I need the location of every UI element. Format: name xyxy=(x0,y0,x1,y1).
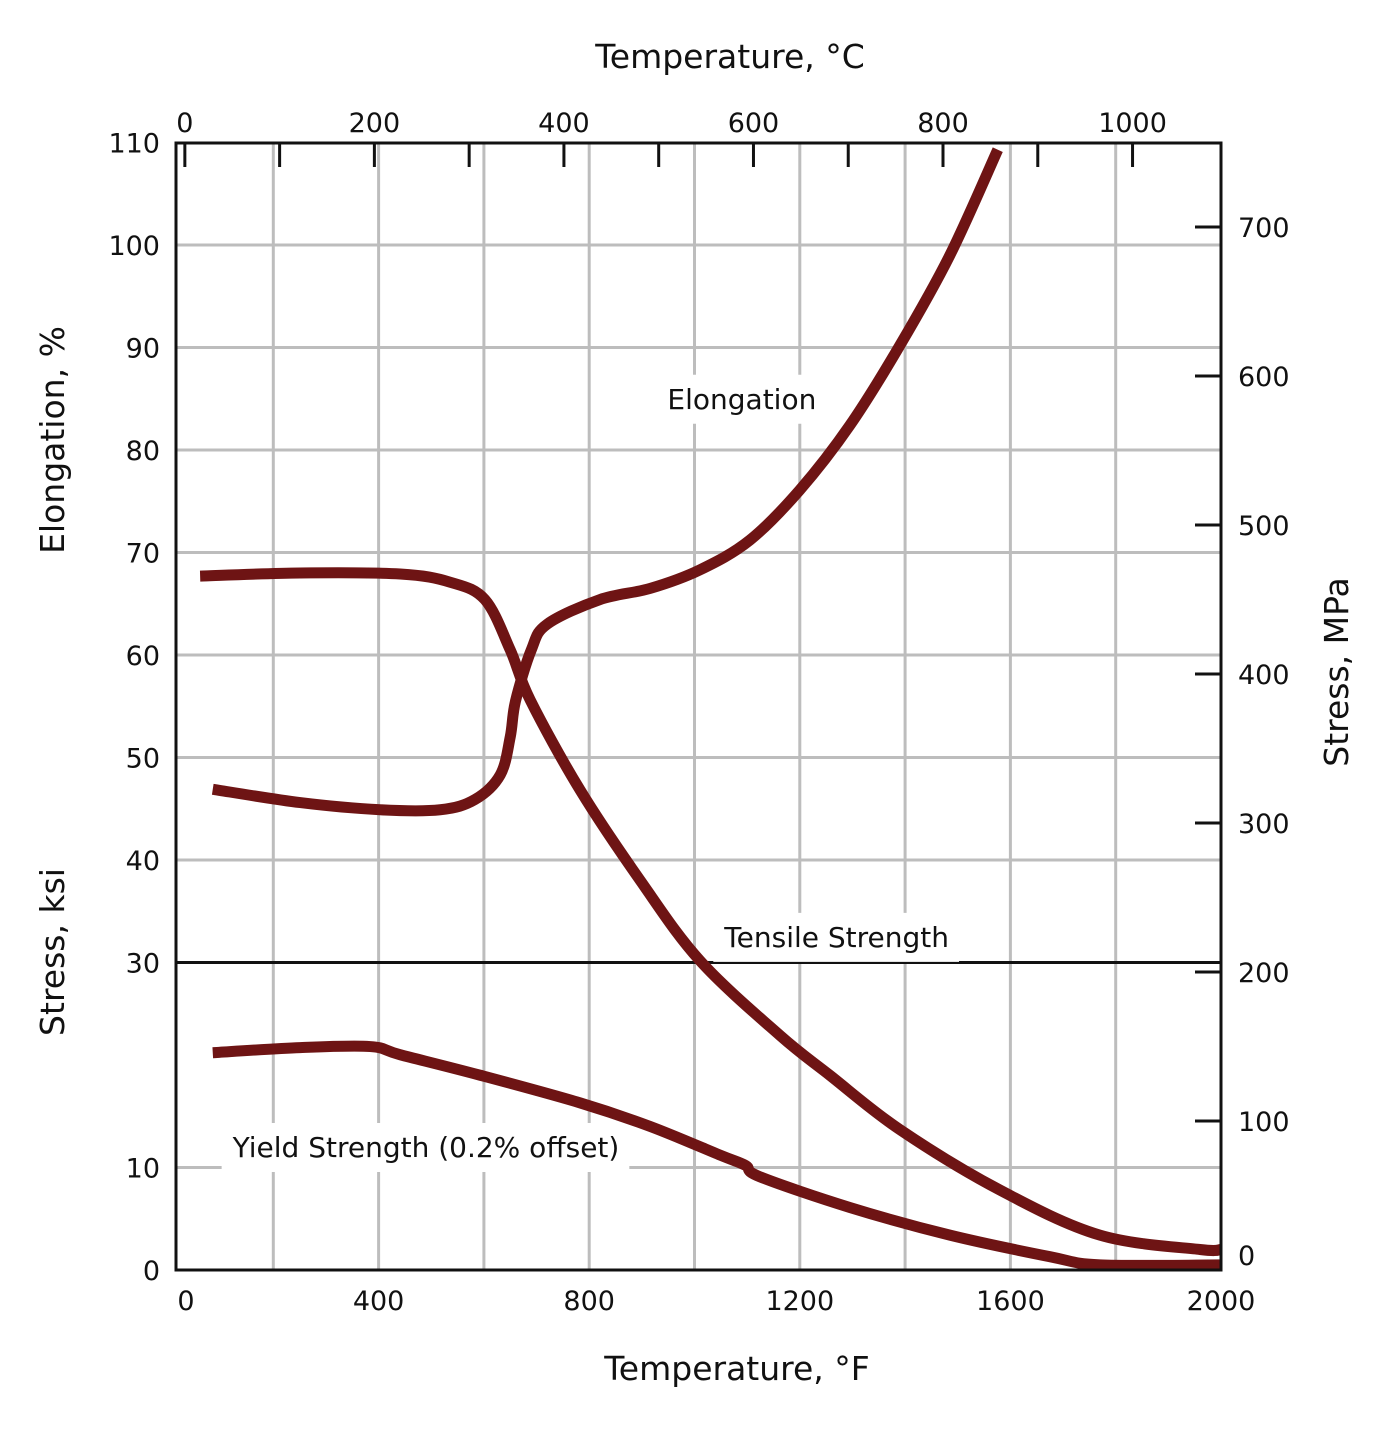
x-top-tick-label: 0 xyxy=(176,108,193,139)
y-right-tick-label: 600 xyxy=(1238,362,1290,393)
y-left-tick-label: 100 xyxy=(108,231,160,262)
x-top-tick-label: 400 xyxy=(538,108,590,139)
y-left-tick-label: 10 xyxy=(126,1154,160,1185)
series-label-background xyxy=(657,374,827,424)
x-top-title: Temperature, °C xyxy=(594,37,865,76)
y-left-tick-label: 70 xyxy=(126,539,160,570)
curves xyxy=(199,147,1222,1271)
plot-frame xyxy=(174,141,1223,1272)
series-line-yield xyxy=(212,1040,1222,1271)
x-bottom-title: Temperature, °F xyxy=(603,1349,870,1388)
y-left-title-lower: Stress, ksi xyxy=(33,868,72,1036)
y-right-tick-label: 0 xyxy=(1238,1241,1255,1272)
y-right-tick-label: 500 xyxy=(1238,511,1290,542)
y-left-tick-label: 50 xyxy=(126,744,160,775)
y-left-tick-label: 90 xyxy=(126,334,160,365)
series-label-background xyxy=(713,912,960,962)
series-labels: Elongation Tensile Strength Yield Strength… xyxy=(232,383,949,1164)
ticks: 0 10 30 40 50 60 70 80 90 100 110 0 400 800 1200 1600 20… xyxy=(108,108,1289,1317)
x-bottom-tick-label: 800 xyxy=(563,1286,615,1317)
y-right-tick-label: 300 xyxy=(1238,809,1290,840)
series-line-tensile xyxy=(199,567,1222,1257)
y-left-tick-label: 40 xyxy=(126,846,160,877)
x-bottom-tick-label: 400 xyxy=(353,1286,405,1317)
x-bottom-tick-label: 2000 xyxy=(1187,1286,1256,1317)
y-left-tick-label: 80 xyxy=(126,436,160,467)
x-top-tick-label: 1000 xyxy=(1098,108,1167,139)
x-top-tick-label: 800 xyxy=(917,108,969,139)
series-label-background xyxy=(221,1123,630,1172)
y-right-title: Stress, MPa xyxy=(1317,577,1356,767)
x-bottom-tick-label: 1200 xyxy=(765,1286,834,1317)
y-left-tick-label: 30 xyxy=(126,949,160,980)
grid xyxy=(176,143,1221,1270)
series-line-elongation xyxy=(211,147,1003,817)
series-label: Elongation xyxy=(667,383,816,416)
y-right-tick-label: 200 xyxy=(1238,958,1290,989)
y-right-tick-label: 100 xyxy=(1238,1107,1290,1138)
x-bottom-tick-label: 0 xyxy=(177,1286,194,1317)
y-left-title-upper: Elongation, % xyxy=(33,326,72,554)
y-right-tick-label: 400 xyxy=(1238,660,1290,691)
x-top-tick-label: 600 xyxy=(728,108,780,139)
y-right-tick-label: 700 xyxy=(1238,213,1290,244)
x-bottom-tick-label: 1600 xyxy=(976,1286,1045,1317)
x-top-tick-label: 200 xyxy=(349,108,401,139)
series-label: Yield Strength (0.2% offset) xyxy=(232,1131,620,1164)
series-label: Tensile Strength xyxy=(723,921,949,954)
y-left-tick-label: 110 xyxy=(108,129,160,160)
y-left-tick-label: 0 xyxy=(143,1256,160,1287)
y-left-tick-label: 60 xyxy=(126,641,160,672)
